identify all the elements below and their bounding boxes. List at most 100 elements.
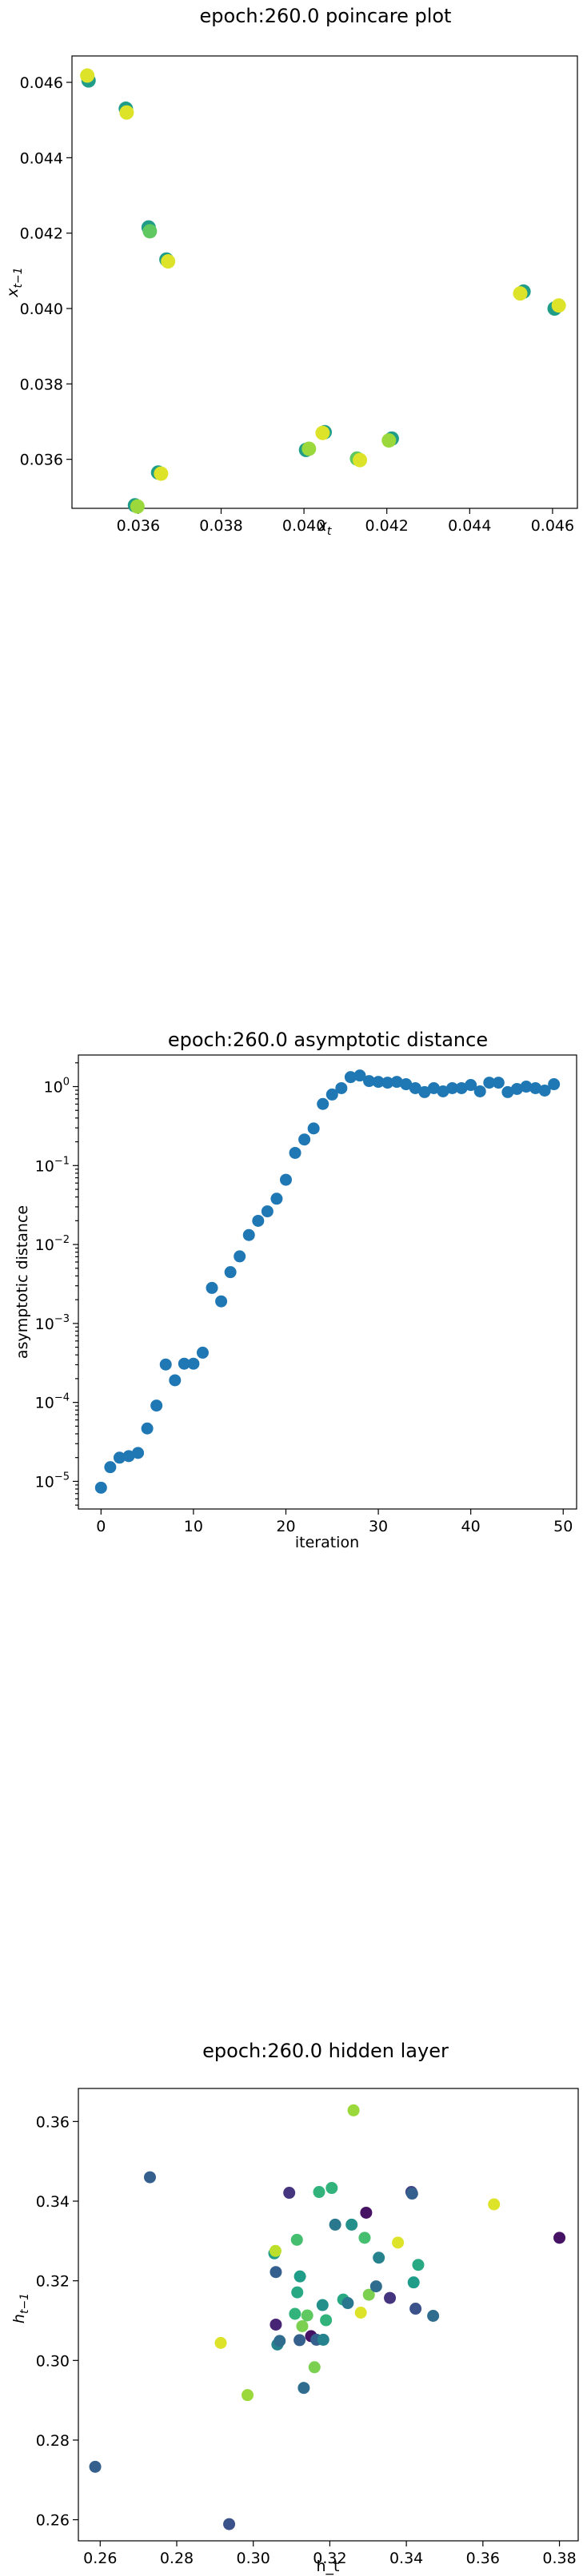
hidden-layer-point	[293, 2270, 306, 2283]
poincare-plot-point	[142, 224, 158, 239]
hidden-layer-xtick-label: 0.32	[313, 2550, 346, 2567]
asymptotic-distance-point	[196, 1346, 209, 1359]
hidden-layer-point	[290, 2233, 303, 2246]
asymptotic-distance-ytick-label: 10−1	[35, 1155, 70, 1175]
asymptotic-distance-point	[381, 1077, 394, 1089]
poincare-plot-ytick-label: 0.044	[20, 149, 63, 167]
hidden-layer-ylabel: ht−1	[10, 2293, 31, 2323]
asymptotic-distance-point	[390, 1076, 403, 1089]
asymptotic-distance-point	[501, 1085, 514, 1098]
asymptotic-distance-xlabel: iteration	[295, 1534, 359, 1551]
hidden-layer-point	[320, 2314, 333, 2327]
asymptotic-distance-point	[538, 1084, 551, 1097]
hidden-layer-point	[345, 2218, 358, 2231]
asymptotic-distance-point	[400, 1078, 413, 1091]
hidden-layer-point	[270, 2318, 282, 2331]
asymptotic-distance-point	[206, 1281, 218, 1294]
asymptotic-distance-point	[242, 1228, 255, 1241]
asymptotic-distance-point	[150, 1399, 163, 1412]
hidden-layer-point	[296, 2319, 309, 2332]
hidden-layer-point	[316, 2299, 329, 2311]
asymptotic-distance-points	[94, 1069, 561, 1494]
asymptotic-distance-point	[298, 1133, 311, 1146]
poincare-plot-point	[301, 441, 317, 456]
asymptotic-distance-point	[178, 1357, 190, 1370]
hidden-layer-point	[313, 2186, 325, 2199]
hidden-layer-xlabel: h_t	[317, 2558, 340, 2575]
asymptotic-distance-chart: epoch:260.0 asymptotic distance 0 10 20 30 4…	[14, 1029, 577, 1551]
poincare-plot-point	[80, 68, 95, 83]
poincare-plot-xtick-label: 0.040	[282, 517, 325, 535]
asymptotic-distance-point	[465, 1079, 477, 1092]
hidden-layer-point	[412, 2259, 425, 2271]
asymptotic-distance-ylabel: asymptotic distance	[14, 1205, 31, 1359]
poincare-plot-ticks: 0.036 0.038 0.040 0.042 0.044 0.046 0.036 0.038…	[20, 74, 575, 535]
asymptotic-distance-point	[344, 1071, 357, 1084]
hidden-layer-point	[329, 2218, 341, 2231]
hidden-layer-point	[405, 2188, 418, 2200]
hidden-layer-point	[223, 2518, 236, 2530]
hidden-layer-point	[317, 2333, 329, 2346]
hidden-layer-point	[214, 2336, 227, 2349]
asymptotic-distance-point	[289, 1146, 301, 1159]
asymptotic-distance-point	[520, 1081, 533, 1093]
poincare-plot-xtick-label: 0.038	[199, 517, 242, 535]
hidden-layer-point	[270, 2266, 282, 2279]
poincare-plot-point	[381, 433, 397, 448]
asymptotic-distance-title: epoch:260.0 asymptotic distance	[168, 1029, 488, 1051]
asymptotic-distance-point	[427, 1081, 440, 1094]
asymptotic-distance-point	[159, 1358, 172, 1371]
poincare-plot-point	[353, 452, 368, 468]
asymptotic-distance-point	[325, 1088, 338, 1101]
hidden-layer-point	[289, 2307, 301, 2320]
hidden-layer-point	[360, 2206, 373, 2219]
asymptotic-distance-ytick-label: 10−2	[35, 1234, 70, 1254]
asymptotic-distance-point	[353, 1069, 366, 1082]
asymptotic-distance-point	[252, 1214, 265, 1227]
asymptotic-distance-point	[122, 1450, 135, 1463]
poincare-plot-title: epoch:260.0 poincare plot	[200, 5, 452, 27]
hidden-layer-point	[293, 2334, 306, 2347]
poincare-plot-point	[119, 105, 134, 120]
hidden-layer-xtick-label: 0.26	[83, 2550, 117, 2567]
hidden-layer-point	[297, 2382, 310, 2395]
hidden-layer-point	[407, 2276, 420, 2289]
hidden-layer-point	[291, 2286, 304, 2299]
hidden-layer-point	[488, 2198, 501, 2211]
poincare-plot-ytick-label: 0.042	[20, 225, 63, 243]
poincare-plot-points	[80, 68, 566, 514]
poincare-plot-point	[315, 425, 330, 440]
poincare-plot-xtick-label: 0.042	[365, 517, 409, 535]
asymptotic-distance-point	[335, 1081, 348, 1094]
asymptotic-distance-point	[317, 1097, 329, 1110]
hidden-layer-point	[373, 2252, 385, 2264]
hidden-layer-xtick-label: 0.34	[389, 2550, 423, 2567]
hidden-layer-point	[325, 2182, 338, 2195]
asymptotic-distance-point	[113, 1451, 126, 1464]
poincare-plot-ytick-label: 0.038	[20, 376, 63, 393]
hidden-layer-point	[347, 2104, 360, 2116]
hidden-layer-point	[369, 2280, 382, 2293]
hidden-layer-points	[89, 2104, 566, 2530]
asymptotic-distance-axes-frame	[78, 1054, 577, 1510]
hidden-layer-ytick-label: 0.30	[36, 2352, 70, 2370]
hidden-layer-point	[283, 2187, 296, 2200]
hidden-layer-point	[242, 2389, 254, 2402]
poincare-plot-point	[551, 298, 566, 313]
hidden-layer-point	[301, 2309, 313, 2322]
poincare-plot-axes-frame	[71, 55, 578, 509]
asymptotic-distance-point	[363, 1075, 376, 1088]
asymptotic-distance-point	[409, 1081, 421, 1094]
hidden-layer-point	[143, 2171, 156, 2184]
asymptotic-distance-point	[215, 1295, 228, 1308]
hidden-layer-ticks: 0.26 0.28 0.30 0.32 0.34 0.36 0.38 0.26 0.28 0.30…	[36, 2113, 577, 2567]
poincare-plot-xtick-label: 0.044	[448, 517, 491, 535]
asymptotic-distance-point	[141, 1422, 154, 1435]
hidden-layer-point	[89, 2460, 102, 2473]
asymptotic-distance-xtick-label: 30	[369, 1518, 388, 1535]
hidden-layer-chart: epoch:260.0 hidden layer 0.26 0.28 0.30 0.3…	[10, 2040, 579, 2575]
hidden-layer-point	[409, 2303, 422, 2315]
hidden-layer-ytick-label: 0.36	[36, 2113, 70, 2131]
asymptotic-distance-xtick-label: 20	[276, 1518, 295, 1535]
poincare-plot-xtick-label: 0.036	[117, 517, 160, 535]
